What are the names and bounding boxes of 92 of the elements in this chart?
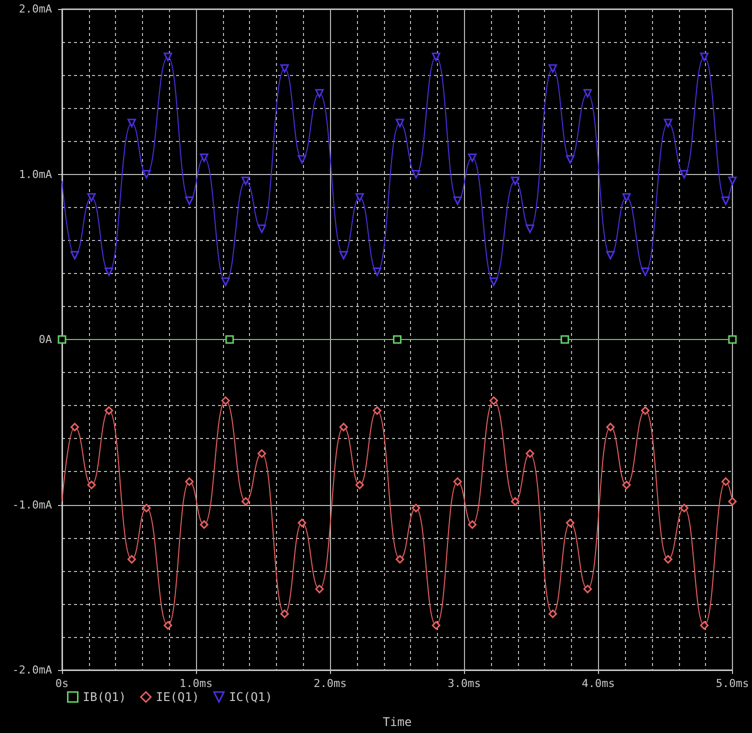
point (127, 118, 136, 128)
x-tick-label: 1.0ms (180, 677, 213, 690)
point (680, 504, 688, 512)
point (566, 155, 574, 164)
point (87, 193, 96, 202)
point (560, 335, 570, 344)
point (298, 518, 306, 528)
point (372, 406, 382, 415)
point (566, 518, 574, 528)
point (104, 267, 114, 276)
legend-label: IE(Q1) (156, 690, 200, 704)
point (315, 89, 324, 98)
y-tick-label: 0A (38, 333, 52, 346)
point (468, 520, 477, 529)
point (298, 155, 306, 164)
point (664, 555, 672, 564)
point (510, 497, 520, 506)
point (315, 584, 324, 594)
point (490, 396, 498, 405)
point (164, 52, 172, 62)
point (396, 555, 404, 564)
point (185, 196, 194, 205)
point (241, 176, 250, 186)
point (641, 267, 650, 276)
point (339, 422, 348, 432)
point (280, 610, 289, 618)
point (200, 520, 208, 529)
point (70, 250, 79, 260)
point (70, 422, 79, 432)
point (700, 52, 709, 62)
point (548, 610, 558, 618)
point (453, 196, 462, 205)
point (468, 153, 477, 162)
point (185, 477, 194, 486)
point (355, 480, 364, 490)
point (355, 193, 364, 202)
point (200, 153, 208, 162)
point (412, 170, 420, 178)
point (622, 193, 631, 202)
point (453, 477, 462, 486)
point (396, 118, 404, 128)
x-axis-title: Time (382, 715, 412, 729)
y-tick-label: -1.0mA (12, 498, 52, 512)
point (221, 277, 230, 286)
point (728, 335, 737, 344)
point (548, 64, 558, 73)
x-tick-label: 2.0ms (314, 677, 347, 690)
point (258, 224, 266, 234)
y-tick-label: 2.0mA (18, 2, 52, 16)
legend-label: IB(Q1) (82, 690, 126, 704)
point (606, 250, 615, 260)
point (680, 170, 688, 178)
x-tick-label: 0s (55, 677, 69, 690)
point (606, 422, 615, 432)
point (490, 277, 498, 286)
point (221, 396, 230, 405)
y-tick-label: -2.0mA (12, 664, 52, 676)
point (87, 480, 96, 490)
point (142, 170, 151, 178)
point (583, 89, 592, 98)
point (721, 196, 730, 205)
x-tick-label: 4.0ms (582, 677, 615, 690)
point (392, 335, 402, 344)
point (721, 477, 730, 486)
point (526, 224, 534, 234)
point (104, 406, 114, 415)
point (664, 118, 672, 128)
point (728, 497, 737, 506)
x-tick-label: 5.0ms (716, 677, 750, 690)
point (339, 250, 348, 260)
x-tick-label: 3.0ms (448, 677, 481, 690)
point (622, 480, 631, 490)
point (728, 176, 737, 186)
point (241, 497, 250, 506)
point (58, 335, 66, 344)
point (142, 504, 151, 512)
point (412, 504, 420, 512)
point (127, 555, 136, 564)
point (280, 64, 289, 73)
legend-label: IC(Q1) (228, 690, 272, 704)
point (258, 449, 266, 458)
point (164, 621, 172, 630)
point (641, 406, 650, 415)
point (700, 621, 709, 630)
point (526, 449, 534, 458)
point (583, 584, 592, 594)
y-tick-label: 1.0mA (18, 168, 52, 181)
point (432, 52, 440, 62)
point (432, 621, 440, 630)
point (372, 267, 382, 276)
point (510, 176, 520, 186)
point (225, 335, 234, 344)
